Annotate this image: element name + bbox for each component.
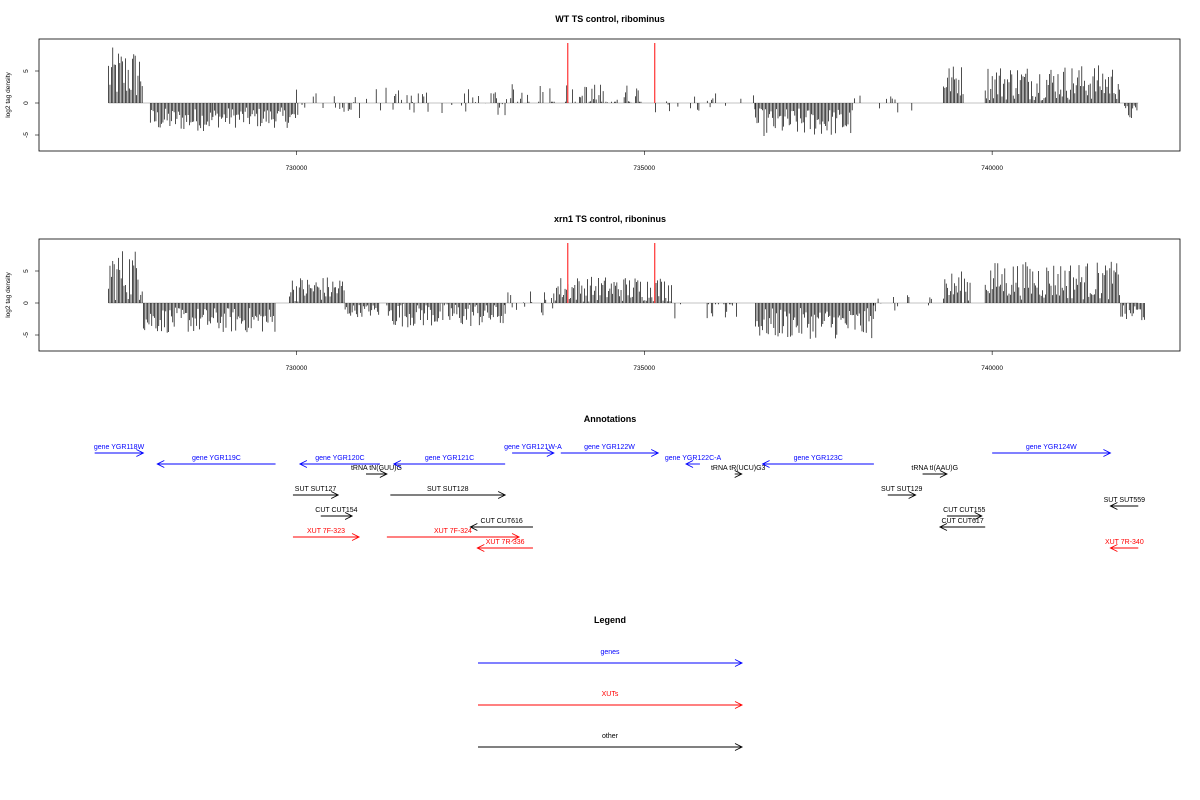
y-tick-label: 5: [23, 69, 30, 73]
track-wt: WT TS control, ribominus log2 tag density…: [5, 14, 1181, 172]
feature-label: gene YGR122C-A: [665, 455, 722, 462]
arrow-head: [351, 533, 361, 541]
y-axis-label: log2 tag density: [5, 271, 12, 317]
legend-arrow-head: [734, 743, 744, 751]
feature-label: SUT SUT559: [1104, 497, 1146, 504]
feature-label: gene YGR122W: [584, 444, 635, 451]
feature-label: gene YGR120C: [315, 455, 364, 462]
feature-label: gene YGR121C: [425, 455, 474, 462]
arrow-head: [938, 523, 948, 531]
track-xrn1: xrn1 TS control, riboninus log2 tag densi…: [5, 214, 1181, 372]
plot-frame: [38, 238, 1181, 352]
feature-label: XUT 7F-324: [434, 528, 472, 535]
arrow-head: [1109, 502, 1118, 510]
feature-label: gene YGR123C: [794, 455, 843, 462]
arrow-head: [298, 460, 308, 468]
feature-label: CUT CUT617: [941, 518, 983, 525]
feature-label: gene YGR121W-A: [504, 444, 562, 451]
feature-label: SUT SUT128: [427, 486, 469, 493]
feature-label: tRNA tN(GUU)G: [351, 465, 402, 472]
arrow-head: [511, 533, 521, 541]
arrow-head: [344, 512, 354, 520]
feature-label: SUT SUT129: [881, 486, 923, 493]
feature-label: SUT SUT127: [295, 486, 337, 493]
y-tick-label: 0: [23, 301, 30, 305]
feature-label: XUT 7R-336: [486, 539, 525, 546]
arrow-head: [1109, 544, 1118, 552]
y-tick-label: -5: [23, 332, 30, 338]
legend-panel: Legend genes XUTs other: [478, 615, 744, 751]
annotations-panel: Annotations gene YGR118W gene YGR119C gene …: [94, 414, 1145, 552]
feature-label: gene YGR118W: [94, 444, 145, 451]
arrow-head: [734, 470, 743, 478]
x-tick-label: 730000: [286, 165, 308, 172]
arrow-head: [939, 470, 948, 478]
legend-arrow-head: [734, 659, 744, 667]
feature-label: CUT CUT616: [481, 518, 523, 525]
y-tick-label: -5: [23, 132, 30, 138]
arrow-head: [650, 449, 660, 457]
arrow-head: [379, 470, 388, 478]
arrow-head: [685, 460, 694, 468]
arrow-head: [1103, 449, 1112, 457]
arrow-head: [392, 460, 402, 468]
arrow-head: [476, 544, 485, 552]
annotations-title: Annotations: [584, 414, 637, 424]
arrow-head: [156, 460, 165, 468]
y-axis-label: log2 tag density: [5, 71, 12, 117]
feature-label: gene YGR119C: [192, 455, 241, 462]
arrow-head: [546, 449, 555, 457]
legend-arrow-head: [734, 701, 744, 709]
x-tick-label: 740000: [981, 165, 1003, 172]
legend-title: Legend: [594, 615, 626, 625]
arrow-head: [469, 523, 478, 531]
x-tick-label: 735000: [633, 365, 655, 372]
chart-title: xrn1 TS control, riboninus: [554, 214, 666, 224]
feature-label: CUT CUT154: [315, 507, 357, 514]
feature-label: XUT 7F-323: [307, 528, 345, 535]
plot-frame: [38, 38, 1181, 152]
arrow-head: [136, 449, 145, 457]
feature-label: tRNA tR(UCU)G3: [711, 465, 766, 472]
legend-label: XUTs: [602, 691, 619, 698]
arrow-head: [974, 512, 983, 520]
feature-label: CUT CUT155: [943, 507, 985, 514]
feature-label: tRNA tI(AAU)G: [911, 465, 958, 472]
x-tick-label: 740000: [981, 365, 1003, 372]
arrow-head: [908, 491, 917, 499]
chart-title: WT TS control, ribominus: [555, 14, 665, 24]
feature-label: gene YGR124W: [1026, 444, 1077, 451]
arrow-head: [497, 491, 507, 499]
legend-label: other: [602, 733, 619, 740]
y-tick-label: 0: [23, 101, 30, 105]
x-tick-label: 730000: [286, 365, 308, 372]
arrow-head: [330, 491, 340, 499]
arrow-head: [761, 460, 770, 468]
y-tick-label: 5: [23, 269, 30, 273]
x-tick-label: 735000: [633, 165, 655, 172]
legend-label: genes: [600, 649, 620, 656]
feature-label: XUT 7R-340: [1105, 539, 1144, 546]
